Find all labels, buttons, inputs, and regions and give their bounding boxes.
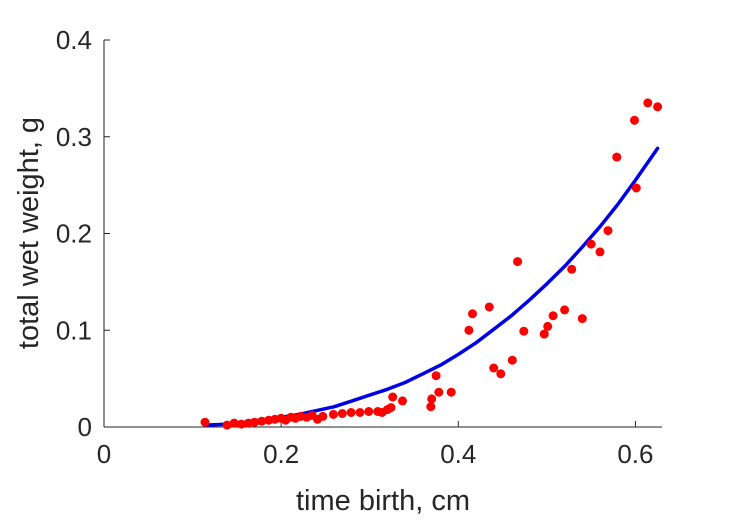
data-point: [364, 407, 374, 416]
tick-group: 0 0.2 0.4 0.6 0 0.1 0.2 0.3 0.4: [56, 25, 654, 469]
data-point: [653, 102, 663, 112]
y-tick-label: 0: [78, 412, 92, 442]
x-axis-label: time birth, cm: [296, 485, 470, 517]
data-point: [427, 394, 437, 404]
data-point: [229, 418, 239, 428]
data-point: [468, 309, 477, 319]
data-point: [346, 408, 356, 417]
x-tick-label: 0.6: [617, 439, 653, 469]
data-point: [577, 314, 587, 324]
x-tick-label: 0.4: [440, 439, 476, 469]
y-tick-label: 0.4: [56, 25, 92, 55]
data-point: [257, 416, 267, 426]
data-point: [426, 402, 436, 412]
data-point: [631, 183, 641, 193]
data-point: [398, 396, 407, 406]
data-point: [630, 115, 639, 125]
y-tick-label: 0.2: [56, 219, 92, 249]
data-point: [386, 403, 396, 413]
data-point: [643, 98, 653, 108]
data-point: [337, 409, 347, 418]
data-point: [464, 325, 474, 335]
data-point: [603, 226, 613, 236]
data-point: [250, 417, 260, 427]
data-point: [434, 387, 444, 397]
data-point: [446, 387, 456, 397]
data-point: [328, 409, 338, 419]
data-point: [595, 247, 605, 257]
data-point: [431, 371, 441, 381]
data-point: [489, 363, 499, 373]
data-point: [496, 369, 506, 379]
data-point: [484, 302, 494, 312]
data-point: [567, 264, 577, 274]
data-point: [612, 152, 622, 162]
data-point: [318, 411, 328, 421]
x-tick-label: 0.2: [263, 439, 299, 469]
data-point: [548, 311, 558, 321]
data-point: [543, 321, 553, 331]
data-point: [355, 408, 365, 417]
data-point: [539, 329, 549, 339]
data-point: [507, 355, 517, 365]
y-axis-label: total wet weight, g: [13, 117, 45, 349]
data-point: [222, 420, 232, 430]
y-tick-label: 0.3: [56, 122, 92, 152]
data-point: [519, 326, 529, 336]
data-point: [513, 257, 523, 267]
data-point: [236, 419, 246, 429]
data-point: [560, 305, 570, 315]
y-tick-label: 0.1: [56, 315, 92, 345]
x-tick-label: 0: [97, 439, 111, 469]
data-points-group: [200, 98, 663, 430]
data-point: [586, 239, 596, 249]
data-point: [388, 392, 398, 402]
data-point: [200, 417, 210, 427]
